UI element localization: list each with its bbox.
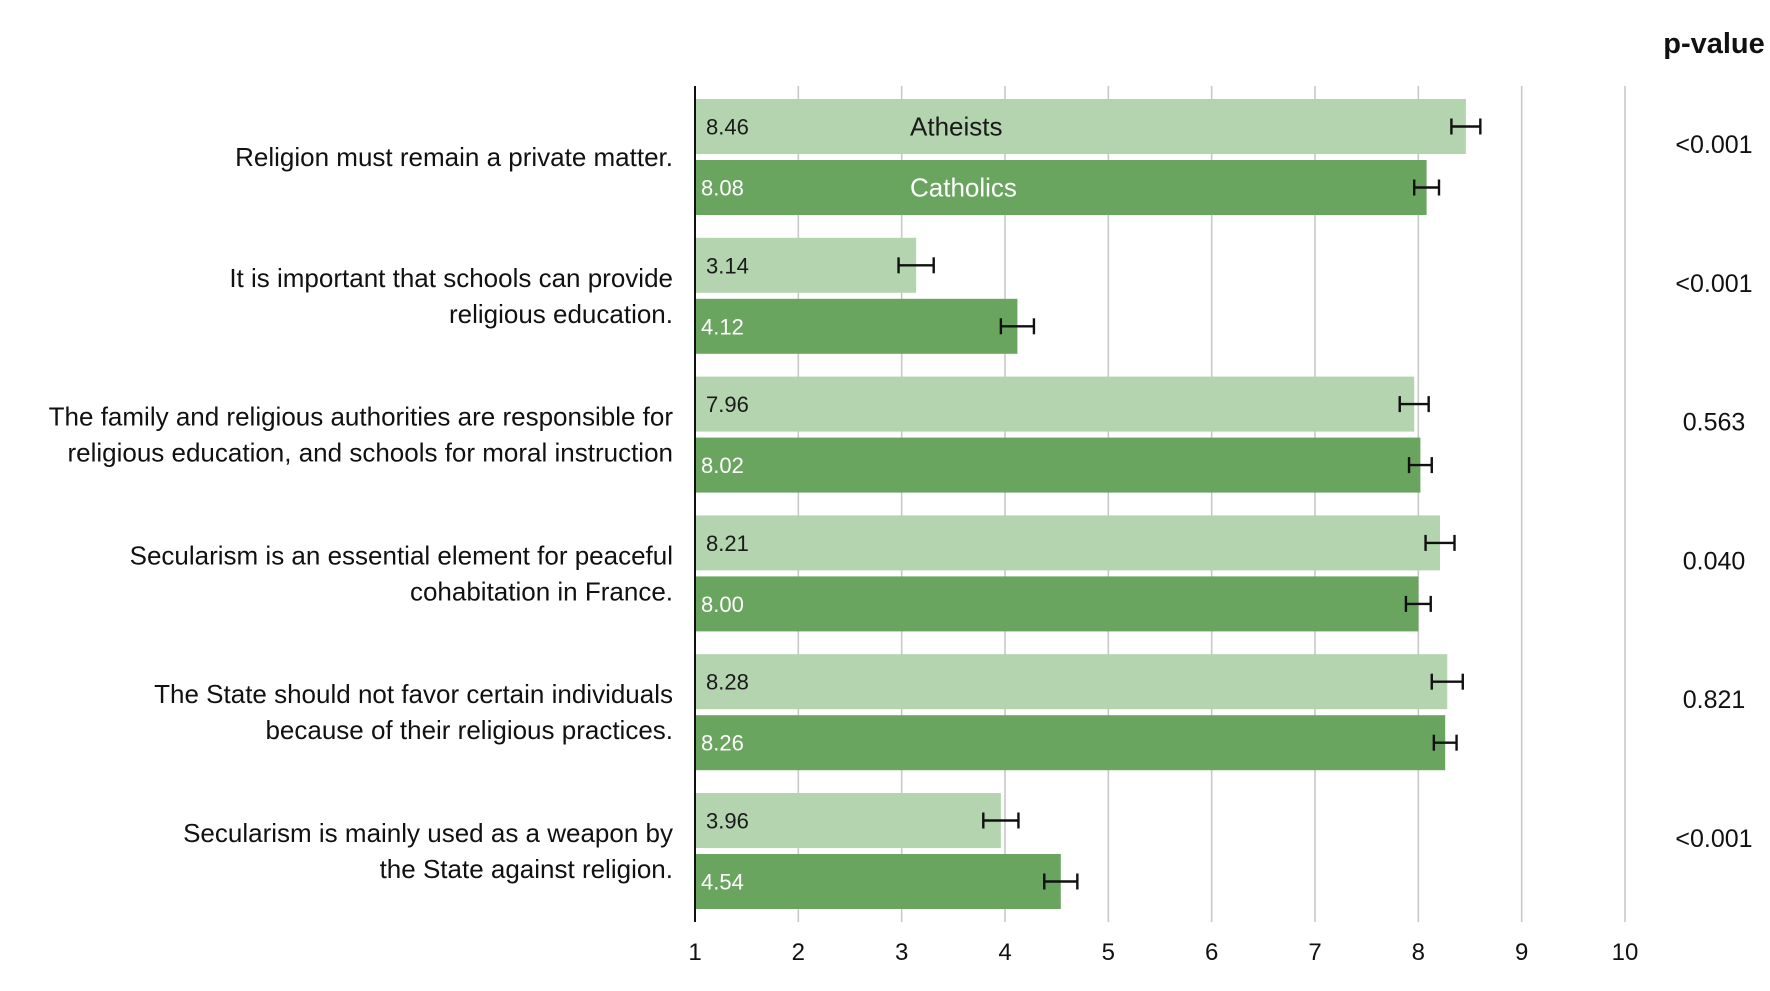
error-bar <box>1432 734 1458 751</box>
x-tick-label: 5 <box>1102 939 1115 966</box>
bar-value-label: 8.21 <box>706 531 749 556</box>
bar-atheists-1 <box>695 99 1466 154</box>
legend-catholics: Catholics <box>910 173 1017 203</box>
error-bar <box>999 318 1036 335</box>
x-tick-label: 8 <box>1412 939 1425 966</box>
bar-value-label: 3.14 <box>706 253 749 278</box>
category-label: the State against religion. <box>380 854 673 884</box>
error-bar <box>1450 118 1482 135</box>
bar-value-label: 4.54 <box>701 870 744 895</box>
bar-value-label: 8.08 <box>701 176 744 201</box>
bar-catholics-4 <box>695 576 1419 632</box>
x-tick-label: 6 <box>1205 939 1218 966</box>
bar-catholics-2 <box>695 298 1018 354</box>
category-label: The State should not favor certain indiv… <box>154 679 673 709</box>
bar-value-label: 7.96 <box>706 392 749 417</box>
bar-atheists-5 <box>695 654 1448 710</box>
x-tick-label: 4 <box>998 939 1011 966</box>
category-label: because of their religious practices. <box>265 715 673 745</box>
error-bar <box>1404 595 1432 612</box>
bar-value-label: 3.96 <box>706 809 749 834</box>
legend-atheists: Atheists <box>910 112 1003 142</box>
error-bar <box>1407 457 1433 474</box>
x-tick-label: 7 <box>1308 939 1321 966</box>
bar-catholics-1 <box>695 160 1427 215</box>
x-tick-label: 3 <box>895 939 908 966</box>
p-value-label: <0.001 <box>1675 825 1752 853</box>
bar-value-label: 4.12 <box>701 314 744 339</box>
error-bar <box>1412 179 1441 196</box>
bar-atheists-6 <box>695 793 1001 848</box>
bar-atheists-3 <box>695 376 1415 432</box>
x-tick-label: 9 <box>1515 939 1528 966</box>
bar-catholics-5 <box>695 715 1446 771</box>
error-bar <box>1424 534 1456 551</box>
category-label: It is important that schools can provide <box>229 263 673 293</box>
bar-catholics-6 <box>695 854 1061 909</box>
bar-value-label: 8.02 <box>701 453 744 478</box>
bar-value-label: 8.46 <box>706 115 749 140</box>
bars <box>695 99 1482 909</box>
p-value-header: p-value <box>1663 28 1765 60</box>
category-label: Secularism is mainly used as a weapon by <box>183 818 673 848</box>
labels: 8.46 Atheists 8.08 Catholics Religion must r… <box>49 112 1753 895</box>
error-bar <box>1043 873 1079 890</box>
x-tick-label: 2 <box>792 939 805 966</box>
grid-lines <box>797 86 1626 922</box>
error-bar <box>1430 673 1464 690</box>
bar-value-label: 8.26 <box>701 731 744 756</box>
bar-value-label: 8.28 <box>706 670 749 695</box>
p-value-label: <0.001 <box>1675 270 1752 298</box>
category-label: Religion must remain a private matter. <box>235 142 673 172</box>
error-bar <box>1398 396 1430 413</box>
category-label: The family and religious authorities are… <box>49 402 674 432</box>
p-value-label: 0.821 <box>1683 686 1746 714</box>
bar-atheists-2 <box>695 237 917 293</box>
error-bar <box>897 257 935 274</box>
category-label: cohabitation in France. <box>410 576 673 606</box>
bar-catholics-3 <box>695 437 1421 493</box>
category-label: religious education. <box>449 299 673 329</box>
error-bar <box>982 812 1020 829</box>
axes: 1 2 3 4 5 6 7 8 9 10 <box>688 86 1638 966</box>
p-value-label: <0.001 <box>1675 131 1752 159</box>
category-label: Secularism is an essential element for p… <box>130 540 673 570</box>
x-tick-label: 1 <box>688 939 701 966</box>
bar-atheists-4 <box>695 515 1441 571</box>
x-tick-label: 10 <box>1612 939 1639 966</box>
p-value-label: 0.040 <box>1683 547 1746 575</box>
p-value-label: 0.563 <box>1683 409 1746 437</box>
category-label: religious education, and schools for mor… <box>67 438 673 468</box>
bar-value-label: 8.00 <box>701 592 744 617</box>
